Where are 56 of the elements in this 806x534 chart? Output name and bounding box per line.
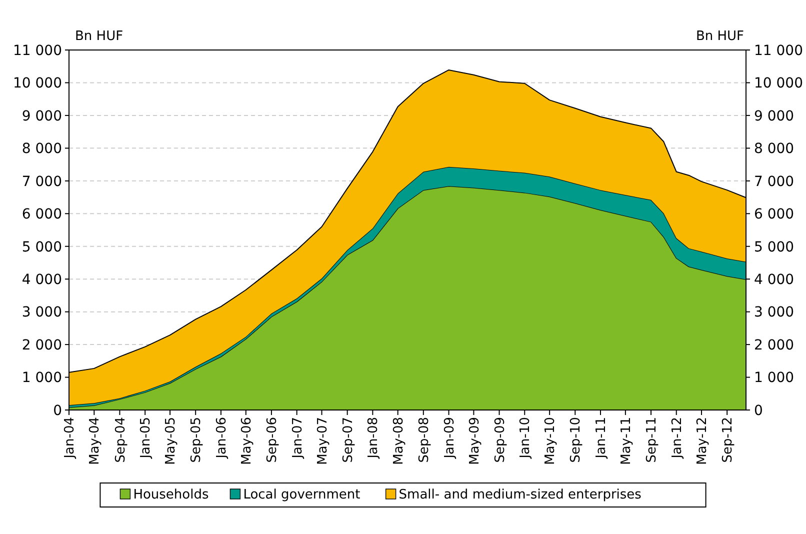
y-tick-label: 7 000 <box>22 174 62 190</box>
y2-axis-title: Bn HUF <box>696 29 744 44</box>
x-tick-label: May-09 <box>467 417 482 465</box>
y2-tick-label: 2 000 <box>754 337 794 354</box>
x-tick-label: May-04 <box>88 417 103 465</box>
y2-tick-label: 7 000 <box>754 174 794 190</box>
y-tick-label: 11 000 <box>13 42 62 59</box>
x-tick-label: Jan-10 <box>518 417 534 460</box>
x-tick-label: May-05 <box>164 417 179 465</box>
x-tick-label: Jan-05 <box>138 417 154 460</box>
legend-label: Local government <box>243 488 360 503</box>
y-tick-label: 2 000 <box>22 337 62 354</box>
x-tick-label: Sep-05 <box>189 417 204 463</box>
x-tick-label: Sep-04 <box>113 417 128 463</box>
x-tick-label: May-11 <box>618 417 634 465</box>
y2-tick-label: 5 000 <box>754 239 794 256</box>
x-tick-label: Jan-09 <box>442 417 458 460</box>
x-tick-label: Sep-10 <box>568 417 584 463</box>
y2-tick-label: 1 000 <box>754 370 794 386</box>
y-tick-label: 6 000 <box>22 206 62 223</box>
y2-tick-label: 10 000 <box>754 76 803 92</box>
y2-tick-label: 0 <box>754 402 763 419</box>
y-tick-label: 1 000 <box>22 370 62 386</box>
y2-tick-label: 4 000 <box>754 272 794 288</box>
x-tick-label: May-10 <box>543 417 558 465</box>
y2-tick-label: 11 000 <box>754 42 803 59</box>
x-tick-label: May-07 <box>315 417 330 465</box>
x-tick-label: Jan-12 <box>670 417 685 460</box>
y2-tick-label: 3 000 <box>754 304 794 321</box>
y2-tick-label: 6 000 <box>754 206 794 223</box>
x-tick-label: Jan-11 <box>594 417 610 460</box>
legend-label: Small- and medium-sized enterprises <box>398 488 642 503</box>
y-tick-label: 5 000 <box>22 239 62 256</box>
x-tick-label: Sep-08 <box>416 417 432 463</box>
x-tick-label: Sep-07 <box>340 417 356 463</box>
x-tick-label: Jan-04 <box>62 417 78 460</box>
y-tick-label: 4 000 <box>22 272 62 288</box>
legend-label: Households <box>133 488 209 503</box>
x-tick-label: Jan-06 <box>214 417 230 460</box>
y-tick-label: 3 000 <box>22 304 62 321</box>
x-tick-label: May-06 <box>239 417 254 465</box>
y-axis-title: Bn HUF <box>75 29 124 44</box>
y-tick-label: 8 000 <box>22 141 62 158</box>
y-tick-label: 9 000 <box>22 108 62 124</box>
x-tick-label: Jan-08 <box>366 417 382 460</box>
x-tick-label: Sep-06 <box>265 417 280 463</box>
y-tick-label: 0 <box>53 402 62 419</box>
x-tick-label: Sep-12 <box>720 417 736 463</box>
x-tick-label: Sep-11 <box>644 417 660 463</box>
x-tick-label: Jan-07 <box>290 417 306 460</box>
y-tick-label: 10 000 <box>13 76 62 92</box>
y2-tick-label: 8 000 <box>754 141 794 158</box>
x-tick-label: May-08 <box>391 417 406 465</box>
x-tick-label: Sep-09 <box>492 417 508 463</box>
y2-tick-label: 9 000 <box>754 108 794 124</box>
x-tick-label: May-12 <box>695 417 710 465</box>
